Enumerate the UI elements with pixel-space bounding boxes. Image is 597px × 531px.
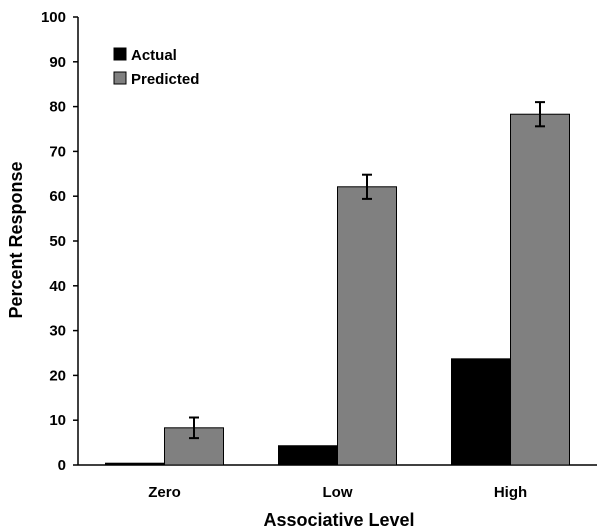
- y-axis-ticks: 0 10 20 30 40 50 60 70 80 90 100: [41, 9, 78, 474]
- x-tick-label: Low: [323, 484, 353, 501]
- y-axis-title: Percent Response: [6, 161, 26, 318]
- y-tick-label: 20: [49, 367, 66, 384]
- legend: Actual Predicted: [113, 47, 199, 88]
- y-tick-label: 90: [49, 54, 66, 71]
- bar-actual-zero: [105, 462, 165, 466]
- legend-label-predicted: Predicted: [131, 71, 199, 88]
- legend-swatch-actual: [113, 47, 127, 61]
- y-tick-label: 70: [49, 143, 66, 160]
- y-tick-label: 0: [58, 457, 66, 474]
- bar-predicted-high: [510, 113, 570, 466]
- y-tick-label: 50: [49, 233, 66, 250]
- y-tick-label: 100: [41, 9, 66, 26]
- x-tick-label: High: [494, 484, 527, 501]
- legend-label-actual: Actual: [131, 47, 177, 64]
- bar-actual-low: [278, 445, 338, 466]
- bar-predicted-zero: [164, 427, 224, 466]
- x-axis-tick-labels: Zero Low High: [148, 484, 527, 501]
- error-bars: [189, 101, 545, 440]
- legend-swatch-predicted: [113, 71, 127, 85]
- bar-predicted-low: [337, 186, 397, 466]
- y-tick-label: 10: [49, 412, 66, 429]
- bars: [105, 113, 570, 466]
- y-tick-label: 30: [49, 323, 66, 340]
- bar-actual-high: [451, 358, 511, 466]
- y-tick-label: 80: [49, 99, 66, 116]
- x-axis-title: Associative Level: [263, 510, 414, 530]
- y-tick-label: 40: [49, 278, 66, 295]
- y-tick-label: 60: [49, 188, 66, 205]
- x-tick-label: Zero: [148, 484, 181, 501]
